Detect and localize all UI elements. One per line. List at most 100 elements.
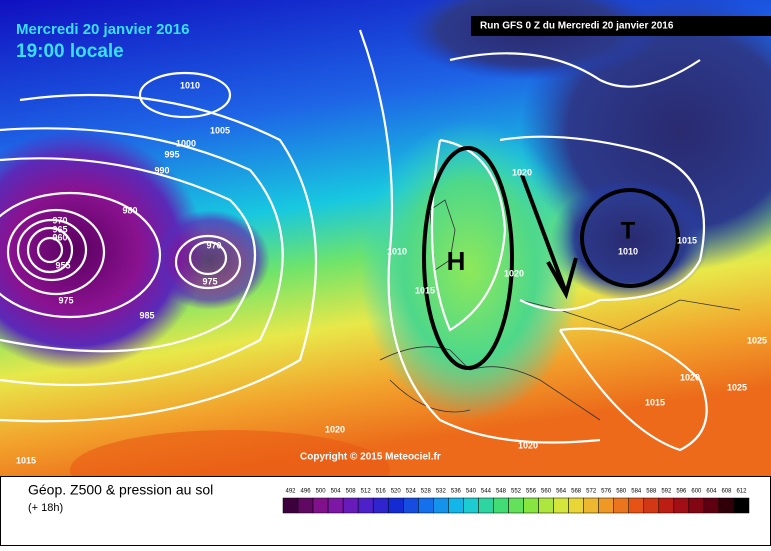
scale-swatch [703,497,720,514]
scale-label: 496 [301,489,312,495]
scale-label: 600 [691,489,702,495]
run-info: Run GFS 0 Z du Mercredi 20 janvier 2016 [480,21,674,32]
scale-swatch [568,497,584,514]
scale-label: 492 [286,489,297,495]
scale-label: 520 [391,489,402,495]
isobar-label: 1020 [325,424,345,434]
footer-title: Géop. Z500 & pression au sol [28,482,213,498]
depression-area [0,130,205,370]
isobar-label: 1015 [677,235,697,245]
scale-label: 568 [571,489,582,495]
isobar-label: 965 [52,224,67,234]
isobar-label: 1020 [518,440,538,450]
scale-swatch [433,497,449,514]
scale-swatch [598,497,614,514]
isobar-label: 970 [206,240,221,250]
scale-label: 540 [466,489,477,495]
isobar-label: 990 [154,165,169,175]
scale-label: 564 [556,489,567,495]
flow-arrow [520,174,578,300]
isobar-label: 960 [52,232,67,242]
scale-label: 552 [511,489,522,495]
high-center: H [447,246,466,276]
scale-label: 612 [736,489,747,495]
scale-swatch [297,497,314,514]
scale-swatch [463,497,479,514]
scale-label: 524 [406,489,417,495]
scale-label: 536 [451,489,462,495]
scale-label: 508 [346,489,357,495]
scale-label: 588 [646,489,657,495]
isobar-label: 1020 [680,372,700,382]
scale-label: 572 [586,489,597,495]
scale-label: 500 [316,489,327,495]
isobar-label: 1010 [180,80,200,90]
scale-swatch [448,497,464,514]
isobar-label: 1000 [176,138,196,148]
footer-lead: (+ 18h) [28,502,63,514]
isobar-label: 980 [122,205,137,215]
scale-swatch [418,497,434,514]
scale-swatch [718,497,735,514]
scale-label: 548 [496,489,507,495]
scale-swatch [478,497,494,514]
isobar-label: 970 [52,215,67,225]
scale-label: 528 [421,489,432,495]
scale-label: 516 [376,489,387,495]
scale-label: 512 [361,489,372,495]
isobar-label: 1010 [618,246,638,256]
isobar-label: 1020 [504,268,524,278]
scale-label: 596 [676,489,687,495]
scale-swatch [493,497,509,514]
isobar-label: 955 [55,260,70,270]
scale-swatch [613,497,629,514]
scale-swatch [583,497,599,514]
scale-label: 592 [661,489,672,495]
scale-label: 544 [481,489,492,495]
scale-swatch [628,497,645,514]
isobar-label: 995 [164,149,179,159]
isobar-label: 1015 [415,285,435,295]
color-scale: 492 496 500 504 508 512 516 520 524 528 532 536 540 5… [282,489,750,514]
isobar-label: 975 [58,295,73,305]
isobar-label: 1020 [512,167,532,177]
scale-swatch [357,497,374,514]
low-pressure-outline [580,188,680,288]
isobar-label: 1015 [645,397,665,407]
isobar-label: 1005 [210,125,230,135]
isobar-label: 1010 [387,246,407,256]
isobar-label: 975 [202,276,217,286]
map-time: 19:00 locale [16,41,124,62]
scale-label: 560 [541,489,552,495]
scale-label: 532 [436,489,447,495]
scale-label: 504 [331,489,342,495]
scale-swatch [282,497,299,514]
scale-swatch [523,497,539,514]
isobars [0,29,708,452]
scale-swatch [372,497,389,514]
scale-label: 584 [631,489,642,495]
isobar-labels: 1010100510009959909809709659609559709759… [16,80,767,465]
scale-swatch [312,497,329,514]
isobar-label: 1025 [727,382,747,392]
map-date: Mercredi 20 janvier 2016 [16,21,189,38]
scale-swatch [673,497,690,514]
low-center: T [621,217,636,244]
scale-swatch [688,497,705,514]
scale-label: 556 [526,489,537,495]
scale-swatch [508,497,524,514]
copyright: Copyright © 2015 Meteociel.fr [300,452,441,463]
isobar-label: 1015 [16,455,36,465]
run-banner [471,16,771,36]
scale-label: 608 [721,489,732,495]
scale-label: 580 [616,489,627,495]
scale-swatch [643,497,660,514]
high-pressure-outline [422,146,514,370]
scale-swatch [538,497,554,514]
ridge-area [360,120,580,420]
scale-label: 576 [601,489,612,495]
depression-area [150,210,270,310]
scale-swatch [658,497,675,514]
isobar-label: 1025 [747,335,767,345]
